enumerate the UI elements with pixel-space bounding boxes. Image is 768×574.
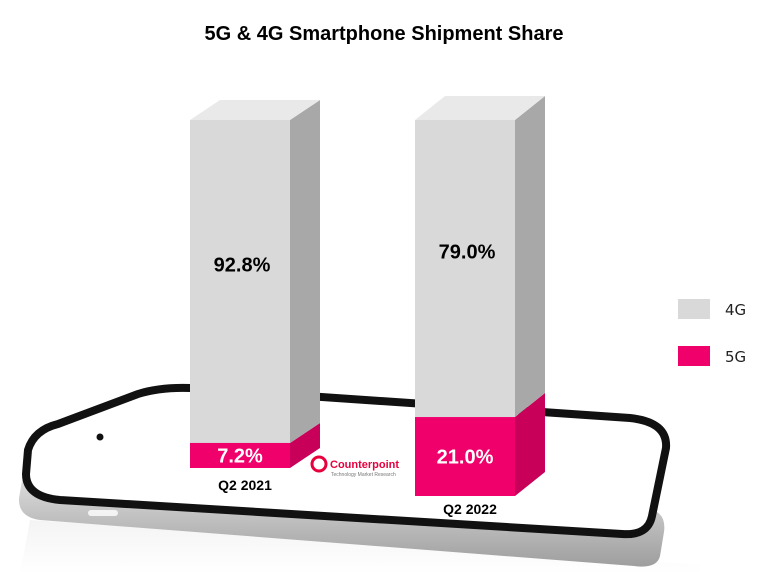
bar-group-2: 79.0% 21.0% Q2 2022 bbox=[415, 96, 545, 517]
category-label: Q2 2021 bbox=[218, 477, 272, 493]
value-label-5g: 21.0% bbox=[437, 447, 494, 469]
phone-side-button bbox=[88, 510, 118, 516]
phone-camera-dot bbox=[96, 433, 104, 441]
category-label: Q2 2022 bbox=[443, 501, 497, 517]
bar-4g-side bbox=[515, 96, 545, 418]
bar-4g-front bbox=[190, 120, 290, 443]
counterpoint-logo-name: Counterpoint bbox=[330, 459, 399, 471]
legend-item-4g: 4G bbox=[678, 299, 746, 319]
legend-item-5g: 5G bbox=[678, 346, 746, 366]
legend-label-5g: 5G bbox=[725, 348, 746, 366]
bar-group-1: 92.8% 7.2% Q2 2021 bbox=[190, 100, 320, 493]
counterpoint-logo-icon bbox=[310, 455, 328, 473]
legend-swatch-4g bbox=[678, 299, 710, 319]
legend: 4G 5G bbox=[678, 299, 746, 366]
legend-swatch-5g bbox=[678, 346, 710, 366]
bar-4g-top bbox=[415, 96, 545, 120]
counterpoint-logo: Counterpoint Technology Market Research bbox=[310, 455, 399, 478]
bar-4g-top bbox=[190, 100, 320, 120]
value-label-4g: 92.8% bbox=[214, 254, 271, 276]
bar-4g-front bbox=[415, 120, 515, 418]
phone-shadow bbox=[20, 520, 700, 574]
bar-5g-side bbox=[290, 422, 320, 468]
bar-5g-front bbox=[190, 442, 290, 468]
legend-label-4g: 4G bbox=[725, 301, 746, 319]
bar-4g-side bbox=[290, 100, 320, 443]
value-label-4g: 79.0% bbox=[439, 242, 496, 264]
counterpoint-logo-tagline: Technology Market Research bbox=[331, 472, 396, 478]
phone-illustration bbox=[18, 383, 700, 574]
bars-layer: 92.8% 7.2% Q2 2021 79.0% 21.0% Q2 2022 bbox=[190, 96, 545, 517]
bar-5g-front bbox=[415, 417, 515, 496]
value-label-5g: 7.2% bbox=[217, 445, 263, 467]
chart-title: 5G & 4G Smartphone Shipment Share bbox=[205, 23, 564, 45]
bar-5g-side bbox=[515, 393, 545, 496]
